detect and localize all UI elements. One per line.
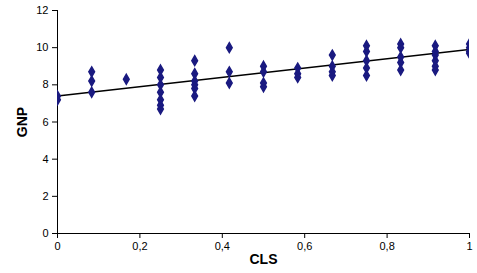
svg-text:CLS: CLS bbox=[250, 251, 278, 267]
svg-text:12: 12 bbox=[36, 4, 48, 16]
svg-text:6: 6 bbox=[42, 116, 48, 128]
svg-text:0,4: 0,4 bbox=[215, 240, 230, 252]
svg-text:0,8: 0,8 bbox=[379, 240, 394, 252]
svg-text:1: 1 bbox=[466, 240, 472, 252]
svg-text:8: 8 bbox=[42, 78, 48, 90]
svg-text:2: 2 bbox=[42, 190, 48, 202]
svg-text:4: 4 bbox=[42, 153, 48, 165]
svg-text:0: 0 bbox=[54, 240, 60, 252]
svg-text:0,6: 0,6 bbox=[297, 240, 312, 252]
svg-text:0: 0 bbox=[42, 227, 48, 239]
svg-text:0,2: 0,2 bbox=[132, 240, 147, 252]
svg-text:GNP: GNP bbox=[14, 107, 30, 137]
svg-text:10: 10 bbox=[36, 41, 48, 53]
